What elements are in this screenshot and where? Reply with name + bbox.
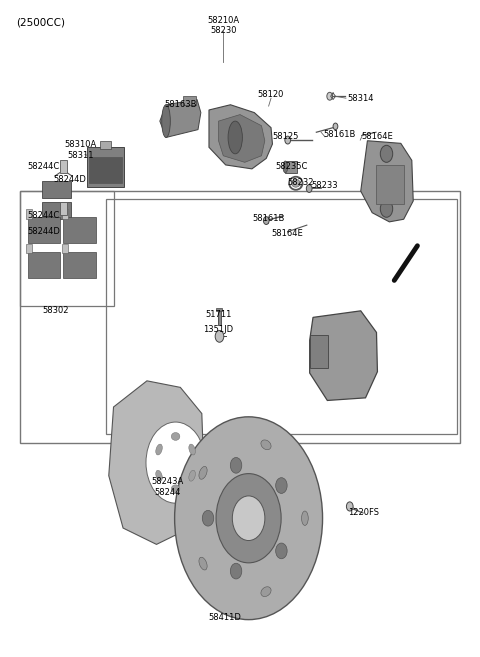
Ellipse shape xyxy=(189,470,195,481)
Polygon shape xyxy=(109,381,204,545)
Circle shape xyxy=(216,474,281,563)
Bar xyxy=(60,202,67,215)
Text: 58161B: 58161B xyxy=(324,129,356,139)
Circle shape xyxy=(285,136,290,144)
Text: (2500CC): (2500CC) xyxy=(16,18,65,28)
Circle shape xyxy=(230,563,242,579)
Text: 58243A
58244: 58243A 58244 xyxy=(151,477,183,497)
Circle shape xyxy=(347,502,353,511)
Circle shape xyxy=(276,543,287,558)
Polygon shape xyxy=(218,114,265,162)
Polygon shape xyxy=(160,99,201,137)
Polygon shape xyxy=(310,311,377,401)
Text: 58120: 58120 xyxy=(258,90,284,99)
Text: 58302: 58302 xyxy=(42,306,69,315)
Text: 58233: 58233 xyxy=(312,181,338,191)
Ellipse shape xyxy=(228,121,242,154)
Ellipse shape xyxy=(171,485,180,493)
Ellipse shape xyxy=(162,104,170,137)
Polygon shape xyxy=(361,141,413,222)
Text: 58163B: 58163B xyxy=(164,100,197,108)
Circle shape xyxy=(232,496,265,541)
Circle shape xyxy=(146,422,205,503)
Circle shape xyxy=(264,217,269,225)
Bar xyxy=(28,252,60,278)
Text: 58164E: 58164E xyxy=(272,229,303,238)
Ellipse shape xyxy=(261,587,271,597)
Ellipse shape xyxy=(199,557,207,570)
Circle shape xyxy=(380,200,393,217)
Text: 58235C: 58235C xyxy=(276,162,308,171)
Text: 1351JD: 1351JD xyxy=(204,325,234,334)
Ellipse shape xyxy=(156,444,162,455)
Bar xyxy=(89,157,121,183)
Text: 58161B: 58161B xyxy=(252,214,285,223)
Circle shape xyxy=(306,185,312,193)
Bar xyxy=(62,210,68,219)
Text: 58411D: 58411D xyxy=(208,613,241,622)
Ellipse shape xyxy=(199,466,207,479)
Bar xyxy=(21,191,114,306)
Text: 58164E: 58164E xyxy=(362,132,394,141)
Text: 51711: 51711 xyxy=(205,309,232,319)
Ellipse shape xyxy=(189,444,195,455)
Bar xyxy=(21,191,459,443)
Circle shape xyxy=(380,145,393,162)
Bar xyxy=(63,217,96,244)
Bar xyxy=(285,161,297,173)
Ellipse shape xyxy=(291,179,300,187)
Bar xyxy=(26,244,32,253)
Text: 58244D: 58244D xyxy=(27,227,60,236)
Text: 58244D: 58244D xyxy=(53,175,86,185)
Text: 58244C: 58244C xyxy=(27,162,60,171)
Bar xyxy=(60,160,67,173)
Circle shape xyxy=(327,93,333,100)
Bar xyxy=(217,309,221,325)
Bar xyxy=(100,141,111,148)
Circle shape xyxy=(202,510,214,526)
Text: 58125: 58125 xyxy=(272,132,299,141)
Text: 58210A
58230: 58210A 58230 xyxy=(207,16,240,35)
Ellipse shape xyxy=(156,470,162,481)
Text: 58244C: 58244C xyxy=(27,211,60,220)
Bar xyxy=(216,308,222,311)
Ellipse shape xyxy=(283,161,288,173)
Ellipse shape xyxy=(301,511,308,526)
Bar xyxy=(310,335,328,368)
Polygon shape xyxy=(209,104,273,169)
Ellipse shape xyxy=(171,432,180,440)
Bar xyxy=(62,244,68,253)
Circle shape xyxy=(215,330,224,342)
Bar xyxy=(42,181,71,198)
Circle shape xyxy=(175,417,323,620)
Ellipse shape xyxy=(261,440,271,449)
Circle shape xyxy=(333,123,338,129)
Text: 1220FS: 1220FS xyxy=(348,509,379,518)
Bar xyxy=(26,210,32,219)
Text: 58232: 58232 xyxy=(288,178,314,187)
Text: 58310A
58311: 58310A 58311 xyxy=(64,140,96,160)
Bar xyxy=(28,217,60,244)
Bar xyxy=(87,147,123,187)
Circle shape xyxy=(276,478,287,493)
Circle shape xyxy=(230,457,242,473)
Bar xyxy=(376,165,404,204)
Text: 58314: 58314 xyxy=(348,94,374,102)
Bar xyxy=(183,96,196,104)
Bar xyxy=(107,199,457,434)
Bar xyxy=(42,202,71,219)
Bar xyxy=(63,252,96,278)
